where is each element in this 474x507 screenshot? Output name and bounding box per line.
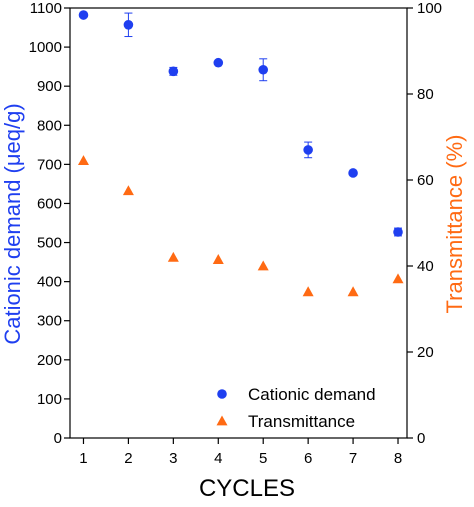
x-axis-title: CYCLES bbox=[199, 475, 295, 502]
transmittance-point bbox=[347, 286, 359, 297]
x-tick-label: 2 bbox=[124, 450, 132, 467]
y-right-tick-label: 20 bbox=[417, 344, 434, 361]
transmittance-point bbox=[212, 254, 224, 264]
cationic-demand-point bbox=[78, 10, 89, 20]
cationic-demand-point bbox=[393, 227, 403, 237]
x-tick-label: 8 bbox=[394, 450, 402, 467]
y-left-tick-label: 200 bbox=[37, 352, 62, 369]
y-right-tick-label: 0 bbox=[417, 430, 425, 447]
cationic-demand-point bbox=[168, 66, 179, 77]
x-tick-label: 4 bbox=[214, 450, 222, 467]
y-left-tick-label: 800 bbox=[37, 117, 62, 134]
cationic-demand-point bbox=[348, 168, 358, 178]
y-left-tick-label: 1100 bbox=[30, 0, 62, 17]
legend: Cationic demand Transmittance bbox=[216, 385, 376, 431]
x-tick-label: 5 bbox=[259, 450, 267, 467]
legend-marker-cationic-demand bbox=[217, 389, 227, 399]
legend-label-transmittance: Transmittance bbox=[248, 412, 355, 431]
x-tick-label: 7 bbox=[349, 450, 357, 467]
y-left-tick-label: 300 bbox=[37, 313, 62, 330]
y-right-tick-label: 40 bbox=[417, 258, 434, 275]
y-left-tick-label: 400 bbox=[37, 274, 62, 291]
cationic-demand-point bbox=[303, 145, 313, 155]
y-right-tick-label: 100 bbox=[417, 0, 442, 17]
transmittance-point bbox=[167, 251, 179, 262]
transmittance-point bbox=[392, 273, 404, 284]
y-left-tick-label: 900 bbox=[37, 78, 62, 95]
transmittance-point bbox=[257, 260, 269, 271]
y-left-tick-label: 700 bbox=[37, 156, 62, 173]
plot-frame bbox=[69, 7, 408, 439]
x-axis: 1 2 3 4 5 6 7 8 bbox=[79, 438, 402, 467]
plot-border bbox=[69, 7, 408, 439]
cationic-demand-point bbox=[123, 20, 134, 30]
legend-marker-transmittance bbox=[216, 415, 228, 426]
y-axis-right: 0 20 40 60 80 100 bbox=[407, 0, 442, 447]
cationic-demand-point bbox=[258, 64, 269, 75]
cationic-demand-point bbox=[213, 57, 224, 68]
x-tick-label: 1 bbox=[79, 450, 87, 467]
y-axis-left-title: Cationic demand (μeq/g) bbox=[0, 103, 25, 344]
y-left-tick-label: 100 bbox=[37, 391, 62, 408]
y-left-tick-label: 0 bbox=[54, 430, 62, 447]
x-tick-label: 6 bbox=[304, 450, 312, 467]
y-axis-right-title: Transmittance (%) bbox=[442, 135, 467, 314]
data-marks bbox=[77, 10, 404, 297]
y-left-tick-label: 500 bbox=[37, 235, 62, 252]
x-tick-label: 3 bbox=[169, 450, 177, 467]
transmittance-point bbox=[122, 185, 134, 196]
y-right-tick-label: 80 bbox=[417, 86, 434, 103]
y-left-tick-label: 1000 bbox=[29, 39, 62, 56]
y-left-tick-label: 600 bbox=[37, 195, 62, 212]
transmittance-point bbox=[302, 286, 314, 297]
y-right-tick-label: 60 bbox=[417, 172, 434, 189]
legend-label-cationic-demand: Cationic demand bbox=[248, 385, 376, 404]
transmittance-point bbox=[77, 155, 89, 166]
y-axis-left: 0 100 200 300 400 500 600 700 800 900 1000 1100 bbox=[29, 0, 70, 447]
